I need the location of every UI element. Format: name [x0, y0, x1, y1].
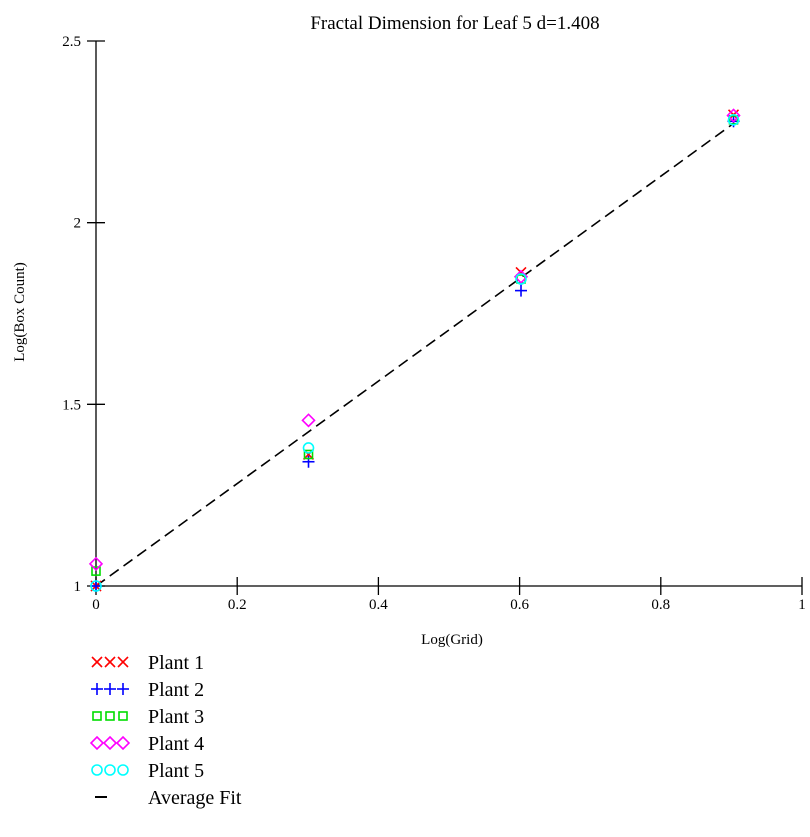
legend-label: Plant 1: [148, 652, 204, 674]
data-point-plant-4: [88, 556, 104, 571]
legend-swatch-marker: [104, 656, 116, 668]
x-tick-label: 0.2: [228, 597, 247, 613]
average-fit-line: [95, 122, 734, 587]
y-tick-label: 2.5: [62, 34, 81, 50]
data-points-layer: [88, 108, 741, 592]
data-point-plant-5: [90, 580, 102, 592]
data-point-plant-3: [303, 449, 314, 460]
legend-swatch-marker: [91, 683, 103, 695]
data-point-plant-3: [728, 115, 739, 125]
legend-swatch-marker: [105, 711, 115, 721]
data-point-plant-5: [727, 114, 740, 126]
y-tick-label: 2: [74, 216, 82, 232]
chart-title: Fractal Dimension for Leaf 5 d=1.408: [310, 13, 599, 34]
data-point-plant-2: [515, 284, 528, 297]
x-tick-label: 1: [798, 597, 806, 613]
legend-label: Plant 5: [148, 760, 204, 782]
legend-entry: Plant 4: [89, 733, 204, 755]
legend-swatch-marker: [115, 735, 131, 751]
axis-ticks: 0 0.2 0.4 0.6 0.8 1 1 1.5 2 2.5: [62, 34, 806, 613]
legend-swatch-marker: [92, 711, 102, 721]
legend-swatch-marker: [91, 764, 103, 776]
data-point-plant-4: [726, 108, 741, 123]
legend-swatch-marker: [118, 711, 128, 721]
legend-label: Plant 4: [148, 733, 204, 755]
data-point-plant-5: [515, 273, 527, 285]
x-tick-label: 0: [92, 597, 100, 613]
data-point-plant-5: [302, 442, 315, 454]
data-point-plant-2: [90, 580, 102, 592]
x-axis-label: Log(Grid): [421, 632, 483, 648]
data-point-plant-3: [91, 566, 101, 576]
y-tick-label: 1.5: [62, 397, 81, 413]
legend-entry: Plant 3: [92, 706, 204, 728]
data-point-plant-4: [301, 413, 316, 428]
legend-swatch-marker: [102, 735, 118, 751]
fit-line-layer: [95, 122, 734, 587]
x-tick-label: 0.6: [510, 597, 529, 613]
y-axis-label: Log(Box Count): [12, 262, 28, 362]
y-tick-label: 1: [74, 579, 82, 595]
legend-entry: Plant 1: [91, 652, 204, 674]
legend-swatch-marker: [117, 656, 129, 668]
legend-label: Plant 3: [148, 706, 204, 728]
legend-swatch-marker: [89, 735, 105, 751]
legend-swatch-marker: [104, 764, 116, 776]
legend-swatch-marker: [117, 683, 129, 695]
legend-entry: Plant 2: [91, 679, 204, 701]
x-tick-label: 0.4: [369, 597, 388, 613]
legend-entry: Average Fit: [95, 787, 242, 809]
legend: Plant 1 Plant 2 Plant 3 Plant 4 Plant 5 Avera…: [89, 652, 242, 809]
legend-label: Plant 2: [148, 679, 204, 701]
legend-swatch-marker: [104, 683, 116, 695]
legend-entry: Plant 5: [91, 760, 204, 782]
legend-label: Average Fit: [148, 787, 242, 809]
x-tick-label: 0.8: [651, 597, 670, 613]
legend-swatch-marker: [91, 656, 103, 668]
legend-swatch-marker: [117, 764, 129, 776]
